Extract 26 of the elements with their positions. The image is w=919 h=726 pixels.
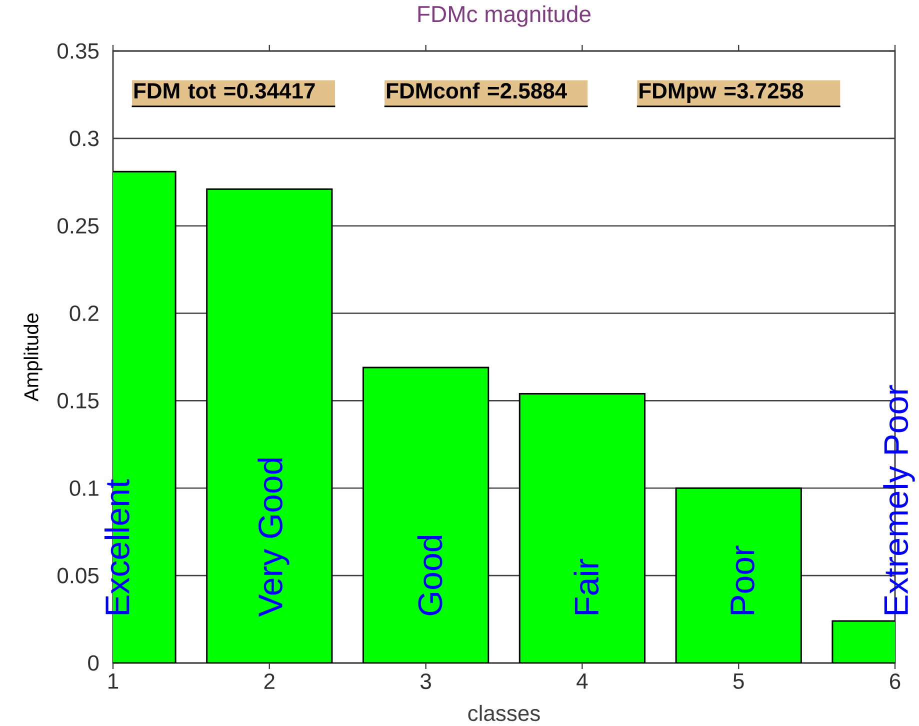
annotation: Fair	[574, 558, 599, 614]
y-tick-label: 0.3	[70, 130, 99, 146]
y-tick-label: 0.2	[70, 305, 98, 322]
annotation: FDMconf =2.5884	[387, 82, 567, 99]
x-tick-label: 4	[576, 674, 588, 689]
chart-title: FDMc magnitude	[418, 5, 590, 27]
annotation: Good	[417, 536, 442, 616]
x-tick-label: 2	[264, 674, 274, 689]
x-axis-title: classes	[468, 704, 540, 722]
y-tick-label: 0.15	[58, 392, 99, 409]
annotation: FDM tot =0.34417	[134, 83, 315, 99]
y-tick-label: 0.25	[58, 218, 99, 234]
y-tick-label: 0.05	[58, 568, 99, 584]
annotation: Excellent	[104, 479, 130, 614]
annotation: Extremely Poor	[883, 385, 915, 614]
y-tick-label: 0.35	[58, 43, 99, 59]
x-tick-label: 5	[733, 674, 744, 689]
y-tick-label: 0.1	[70, 480, 98, 496]
annotation: FDMpw =3.7258	[640, 83, 804, 103]
y-tick-label: 0	[88, 655, 99, 671]
annotation: Poor	[730, 546, 754, 614]
annotation: Very Good	[258, 458, 290, 617]
x-tick-label: 6	[890, 674, 900, 690]
x-tick-label: 1	[108, 674, 118, 689]
x-tick-label: 3	[420, 674, 431, 690]
y-axis-title: Amplitude	[24, 313, 42, 402]
